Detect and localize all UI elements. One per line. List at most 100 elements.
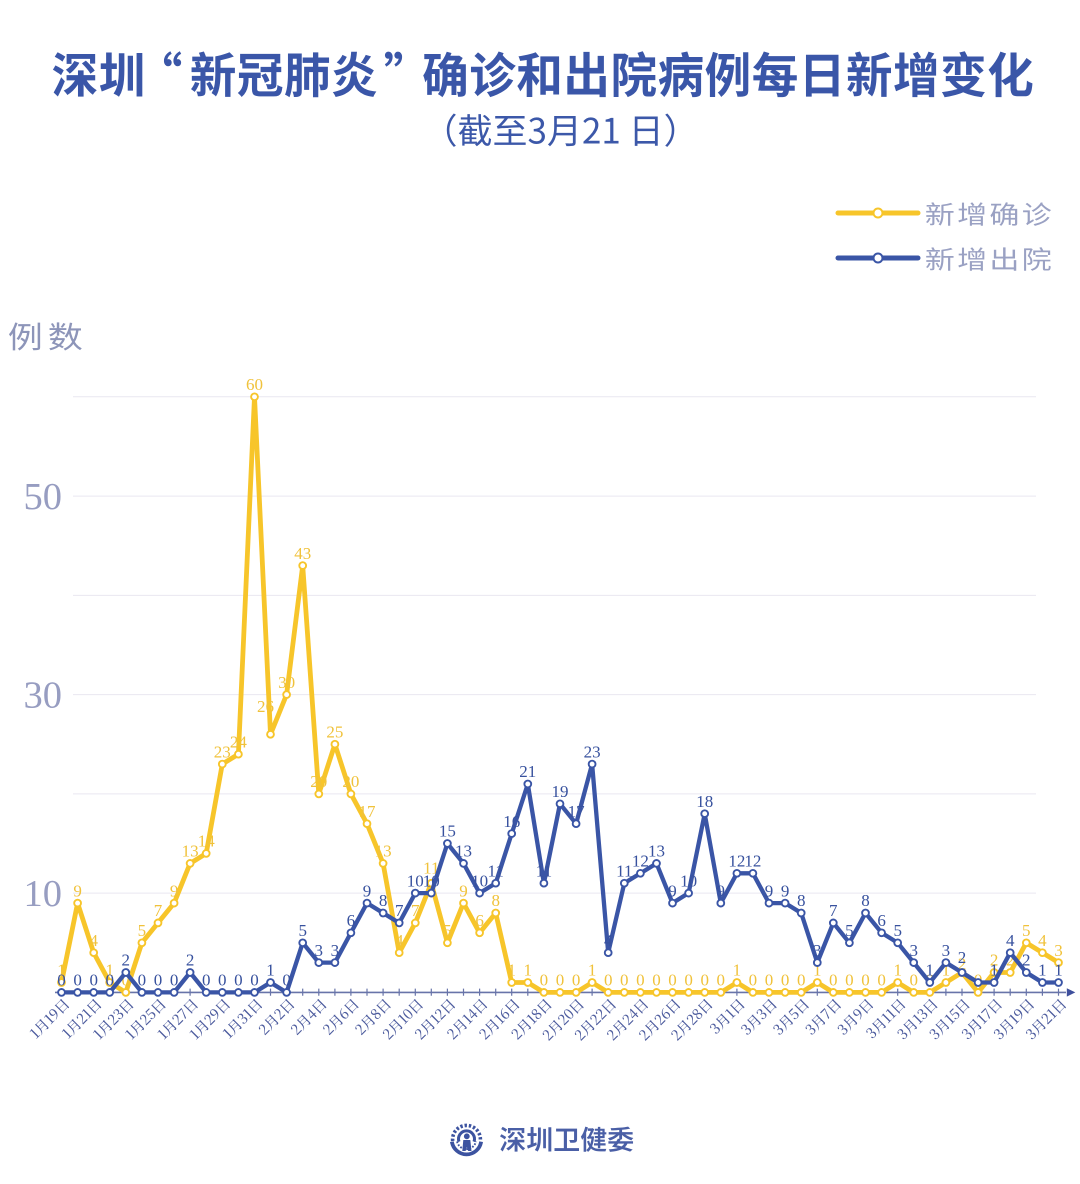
svg-text:1: 1	[1054, 961, 1063, 980]
svg-text:1: 1	[1038, 961, 1047, 980]
svg-text:16: 16	[503, 812, 520, 831]
svg-text:1: 1	[524, 961, 533, 980]
svg-text:17: 17	[359, 802, 377, 821]
svg-text:1: 1	[733, 961, 742, 980]
svg-text:7: 7	[395, 901, 404, 920]
svg-text:5: 5	[845, 921, 854, 940]
svg-text:8: 8	[379, 891, 388, 910]
svg-text:26: 26	[257, 697, 274, 716]
svg-text:0: 0	[700, 971, 709, 990]
svg-text:0: 0	[781, 971, 790, 990]
svg-text:10: 10	[680, 871, 697, 890]
svg-text:8: 8	[491, 891, 500, 910]
svg-text:0: 0	[765, 971, 774, 990]
svg-text:5: 5	[443, 921, 452, 940]
svg-text:0: 0	[749, 971, 758, 990]
svg-text:7: 7	[154, 901, 163, 920]
svg-text:9: 9	[363, 881, 372, 900]
svg-text:7: 7	[829, 901, 838, 920]
svg-text:3: 3	[1054, 941, 1063, 960]
svg-text:3: 3	[315, 941, 324, 960]
svg-text:10: 10	[471, 871, 488, 890]
svg-text:0: 0	[572, 971, 581, 990]
svg-text:0: 0	[89, 971, 98, 990]
svg-text:0: 0	[636, 971, 645, 990]
svg-text:3: 3	[331, 941, 340, 960]
svg-text:12: 12	[728, 852, 745, 871]
svg-text:9: 9	[73, 881, 82, 900]
svg-text:0: 0	[234, 971, 243, 990]
svg-text:0: 0	[620, 971, 629, 990]
svg-text:24: 24	[230, 732, 248, 751]
svg-text:0: 0	[282, 971, 291, 990]
svg-text:7: 7	[411, 901, 420, 920]
svg-text:4: 4	[89, 931, 98, 950]
svg-text:6: 6	[877, 911, 886, 930]
svg-text:3: 3	[813, 941, 822, 960]
svg-text:5: 5	[138, 921, 147, 940]
svg-text:2: 2	[122, 951, 131, 970]
svg-text:0: 0	[684, 971, 693, 990]
svg-text:0: 0	[105, 971, 114, 990]
svg-text:0: 0	[250, 971, 259, 990]
svg-text:0: 0	[122, 971, 131, 990]
svg-text:11: 11	[423, 858, 439, 877]
svg-text:0: 0	[909, 971, 918, 990]
svg-text:9: 9	[717, 881, 726, 900]
svg-text:3: 3	[942, 941, 951, 960]
svg-text:11: 11	[616, 861, 632, 880]
svg-text:25: 25	[326, 723, 343, 742]
svg-text:20: 20	[342, 772, 359, 791]
svg-text:5: 5	[1022, 921, 1031, 940]
svg-text:0: 0	[138, 971, 147, 990]
svg-text:6: 6	[475, 911, 484, 930]
svg-text:0: 0	[604, 971, 613, 990]
svg-text:1: 1	[813, 961, 822, 980]
svg-text:0: 0	[57, 971, 66, 990]
svg-text:6: 6	[347, 911, 356, 930]
svg-text:0: 0	[717, 971, 726, 990]
svg-text:30: 30	[24, 675, 63, 717]
svg-text:5: 5	[893, 921, 902, 940]
svg-text:11: 11	[488, 861, 504, 880]
svg-text:2: 2	[958, 948, 967, 967]
svg-text:18: 18	[696, 792, 713, 811]
svg-text:9: 9	[459, 881, 468, 900]
svg-text:3: 3	[909, 941, 918, 960]
svg-text:1: 1	[926, 961, 935, 980]
svg-text:13: 13	[182, 842, 199, 861]
svg-text:1: 1	[507, 961, 516, 980]
svg-text:1: 1	[893, 961, 902, 980]
svg-text:15: 15	[439, 822, 456, 841]
svg-text:1: 1	[57, 961, 66, 980]
svg-text:21: 21	[519, 762, 536, 781]
svg-text:14: 14	[198, 832, 216, 851]
svg-text:9: 9	[170, 881, 179, 900]
svg-text:0: 0	[797, 971, 806, 990]
svg-text:50: 50	[24, 476, 63, 518]
svg-text:8: 8	[861, 891, 870, 910]
svg-text:0: 0	[540, 971, 549, 990]
svg-text:0: 0	[845, 971, 854, 990]
svg-text:0: 0	[73, 971, 82, 990]
svg-text:9: 9	[765, 881, 774, 900]
svg-text:12: 12	[632, 852, 649, 871]
svg-text:2: 2	[1022, 951, 1031, 970]
svg-text:10: 10	[24, 873, 63, 915]
svg-text:12: 12	[744, 852, 761, 871]
svg-text:2: 2	[186, 951, 195, 970]
svg-text:19: 19	[552, 782, 569, 801]
svg-text:10: 10	[423, 871, 440, 890]
svg-text:9: 9	[668, 881, 677, 900]
svg-text:0: 0	[668, 971, 677, 990]
svg-text:2: 2	[958, 955, 967, 974]
svg-text:17: 17	[568, 802, 586, 821]
svg-text:0: 0	[877, 971, 886, 990]
svg-text:30: 30	[278, 673, 295, 692]
svg-text:13: 13	[375, 842, 392, 861]
svg-text:0: 0	[202, 971, 211, 990]
svg-text:1: 1	[266, 961, 275, 980]
svg-text:0: 0	[861, 971, 870, 990]
svg-text:13: 13	[455, 842, 472, 861]
svg-text:23: 23	[214, 742, 231, 761]
